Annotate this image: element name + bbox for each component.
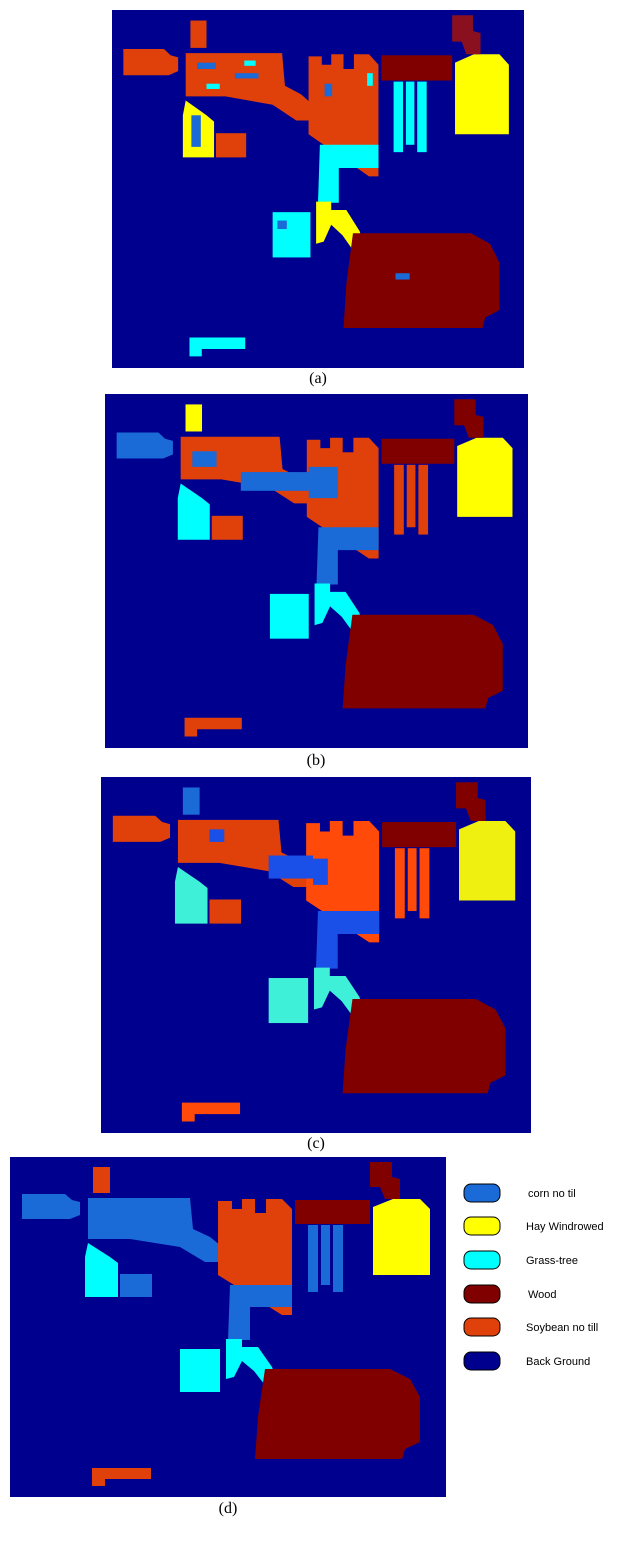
- field: [269, 978, 308, 1023]
- field: [373, 1199, 430, 1275]
- legend: corn no til Hay Windrowed Grass-tree Woo…: [458, 1178, 618, 1378]
- legend-swatch: [464, 1318, 500, 1336]
- legend-swatch: [464, 1285, 500, 1303]
- field: [457, 438, 512, 517]
- field: [186, 404, 202, 431]
- legend-label: corn no til: [528, 1188, 576, 1200]
- legend-swatch: [464, 1352, 500, 1370]
- field: [183, 787, 200, 814]
- legend-item: Wood: [464, 1285, 557, 1303]
- field: [270, 594, 309, 639]
- field: [120, 1274, 152, 1297]
- field: [190, 21, 206, 48]
- field: [209, 900, 241, 924]
- field: [459, 821, 515, 901]
- field: [344, 233, 500, 328]
- caption: (d): [198, 1500, 258, 1518]
- field: [381, 55, 452, 80]
- legend-label: Wood: [528, 1289, 557, 1301]
- legend-label: Soybean no till: [526, 1322, 598, 1334]
- page: (a) (b) (c) (d): [0, 0, 624, 1550]
- caption: (b): [286, 752, 346, 770]
- field: [273, 212, 311, 257]
- field: [343, 999, 506, 1093]
- field: [343, 615, 503, 709]
- legend-swatch: [464, 1217, 500, 1235]
- field: [395, 848, 430, 918]
- field: [216, 133, 246, 157]
- field: [394, 82, 427, 153]
- field: [382, 822, 456, 847]
- map-b: [105, 394, 528, 748]
- caption: (c): [286, 1135, 346, 1153]
- legend-swatch: [464, 1251, 500, 1269]
- legend-label: Hay Windrowed: [526, 1221, 604, 1233]
- field: [255, 1369, 420, 1459]
- legend-item: Hay Windrowed: [464, 1217, 604, 1235]
- map-c: [101, 777, 531, 1133]
- legend-label: Grass-tree: [526, 1255, 578, 1267]
- legend-item: corn no til: [464, 1184, 576, 1202]
- map-a: [112, 10, 524, 368]
- field: [212, 516, 243, 540]
- field: [308, 1225, 343, 1292]
- caption: (a): [288, 370, 348, 388]
- legend-swatch: [464, 1184, 500, 1202]
- legend-item: Back Ground: [464, 1352, 590, 1370]
- field: [394, 465, 428, 535]
- legend-item: Soybean no till: [464, 1318, 598, 1336]
- legend-item: Grass-tree: [464, 1251, 578, 1269]
- field: [455, 54, 509, 134]
- map-d: [10, 1157, 446, 1497]
- field: [382, 439, 455, 464]
- field: [295, 1200, 370, 1224]
- field: [93, 1167, 110, 1193]
- legend-label: Back Ground: [526, 1356, 590, 1368]
- field: [180, 1349, 220, 1392]
